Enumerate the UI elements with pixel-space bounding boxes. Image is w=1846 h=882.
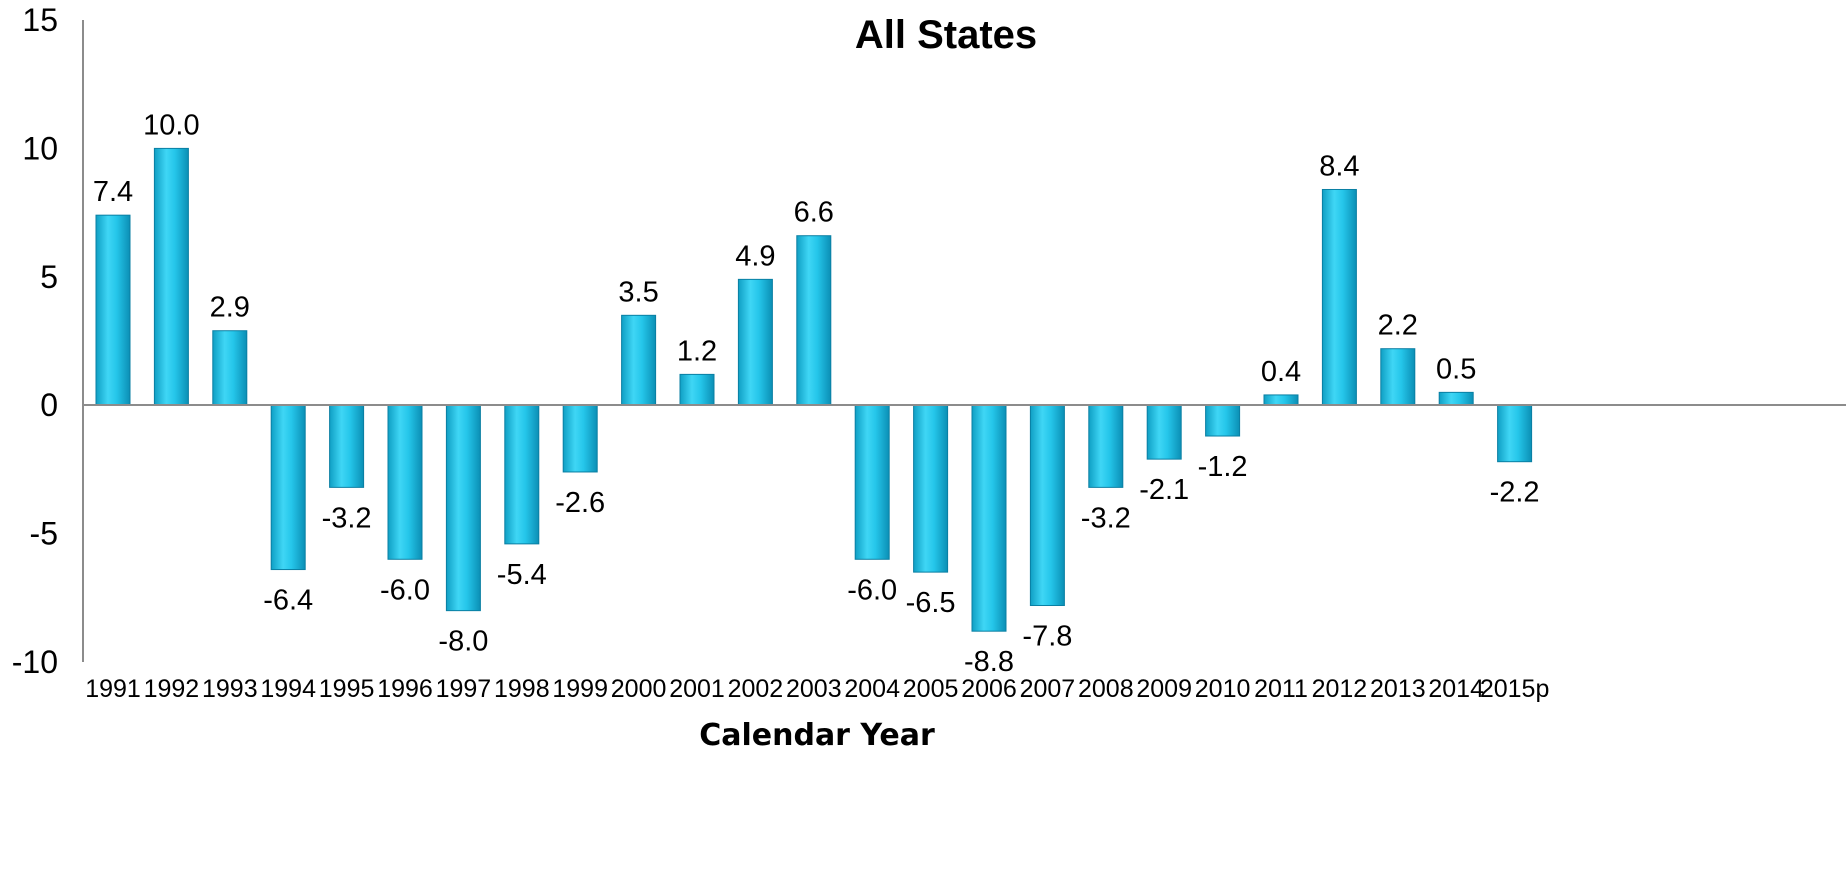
data-label: 10.0: [143, 109, 199, 141]
y-tick-label: 15: [22, 2, 58, 38]
x-tick-label: 1998: [494, 675, 550, 703]
data-label: 8.4: [1319, 150, 1359, 182]
x-tick-label: 1996: [377, 675, 433, 703]
data-label: -5.4: [497, 559, 547, 591]
bar-2002: [737, 278, 773, 406]
bar-2005: [913, 404, 949, 573]
x-tick-labels: 1991 1992 1993 1994 1995 1996 1997 1998 1999 2000…: [85, 675, 1549, 703]
data-label: 2.9: [210, 292, 250, 324]
x-tick-label: 1994: [260, 675, 316, 703]
x-tick-label: 2003: [786, 675, 842, 703]
data-label: -1.2: [1198, 451, 1248, 483]
data-label: -2.2: [1490, 477, 1540, 509]
x-tick-label: 2004: [844, 675, 900, 703]
x-tick-label: 2001: [669, 675, 725, 703]
data-label: -6.0: [380, 574, 430, 606]
x-tick-label: 1991: [85, 675, 141, 703]
x-tick-label: 1992: [144, 675, 200, 703]
data-label: -8.8: [964, 646, 1014, 678]
data-label: -6.4: [263, 585, 313, 617]
bar-2015p: [1497, 404, 1533, 463]
bar-2007: [1029, 404, 1065, 607]
bar-2004: [854, 404, 890, 560]
bar-1991: [95, 214, 131, 406]
y-tick-label: -5: [30, 516, 58, 552]
y-tick-label: -10: [12, 644, 58, 680]
y-tick-labels: 15 10 5 0 -5 -10: [12, 2, 58, 680]
x-tick-label: 1999: [552, 675, 608, 703]
y-tick-label: 5: [40, 259, 58, 295]
data-label: 7.4: [93, 176, 133, 208]
x-tick-label: 1995: [319, 675, 375, 703]
bars-layer: [95, 147, 1533, 632]
y-tick-label: 10: [22, 130, 58, 166]
data-label: -7.8: [1022, 621, 1072, 653]
bar-2006: [971, 404, 1007, 632]
chart-title: All States: [855, 13, 1037, 57]
data-label: 4.9: [735, 240, 775, 272]
data-label: -6.0: [847, 574, 897, 606]
bar-1998: [504, 404, 540, 545]
x-tick-label: 2007: [1020, 675, 1076, 703]
data-label: 3.5: [618, 276, 658, 308]
data-label: 0.5: [1436, 353, 1476, 385]
data-label: 6.6: [794, 197, 834, 229]
x-tick-label: 2008: [1078, 675, 1134, 703]
data-labels-layer: 7.410.02.9-6.4-3.2-6.0-8.0-5.4-2.63.51.2…: [93, 109, 1540, 678]
data-label: -6.5: [906, 587, 956, 619]
bar-2009: [1146, 404, 1182, 460]
bar-2014: [1438, 391, 1474, 406]
bar-1995: [329, 404, 365, 488]
x-tick-label: 2011: [1254, 675, 1308, 703]
y-tick-label: 0: [40, 387, 58, 423]
bar-1992: [153, 147, 189, 406]
bar-2000: [621, 314, 657, 406]
bar-1993: [212, 330, 248, 406]
data-label: 1.2: [677, 335, 717, 367]
x-tick-label: 2015p: [1480, 675, 1550, 703]
bar-2008: [1088, 404, 1124, 488]
bar-1996: [387, 404, 423, 560]
bar-1997: [445, 404, 481, 612]
x-axis-label: Calendar Year: [699, 718, 935, 753]
bar-2001: [679, 373, 715, 406]
data-label: -2.6: [555, 487, 605, 519]
bar-2011: [1263, 394, 1299, 406]
x-tick-label: 1993: [202, 675, 258, 703]
bar-2003: [796, 235, 832, 406]
bar-2010: [1205, 404, 1241, 437]
x-tick-label: 2005: [903, 675, 959, 703]
data-label: -3.2: [322, 502, 372, 534]
x-tick-label: 2006: [961, 675, 1017, 703]
data-label: 0.4: [1261, 356, 1301, 388]
x-tick-label: 2013: [1370, 675, 1426, 703]
x-tick-label: 2010: [1195, 675, 1251, 703]
bar-2012: [1321, 188, 1357, 406]
x-tick-label: 2009: [1136, 675, 1192, 703]
bar-1999: [562, 404, 598, 473]
data-label: 2.2: [1378, 310, 1418, 342]
bar-1994: [270, 404, 306, 571]
data-label: -2.1: [1139, 474, 1189, 506]
x-tick-label: 2000: [611, 675, 667, 703]
x-tick-label: 1997: [436, 675, 492, 703]
x-tick-label: 2014: [1428, 675, 1484, 703]
data-label: -3.2: [1081, 502, 1131, 534]
x-tick-label: 2012: [1312, 675, 1368, 703]
data-label: -8.0: [438, 626, 488, 658]
x-tick-label: 2002: [728, 675, 784, 703]
bar-2013: [1380, 348, 1416, 406]
